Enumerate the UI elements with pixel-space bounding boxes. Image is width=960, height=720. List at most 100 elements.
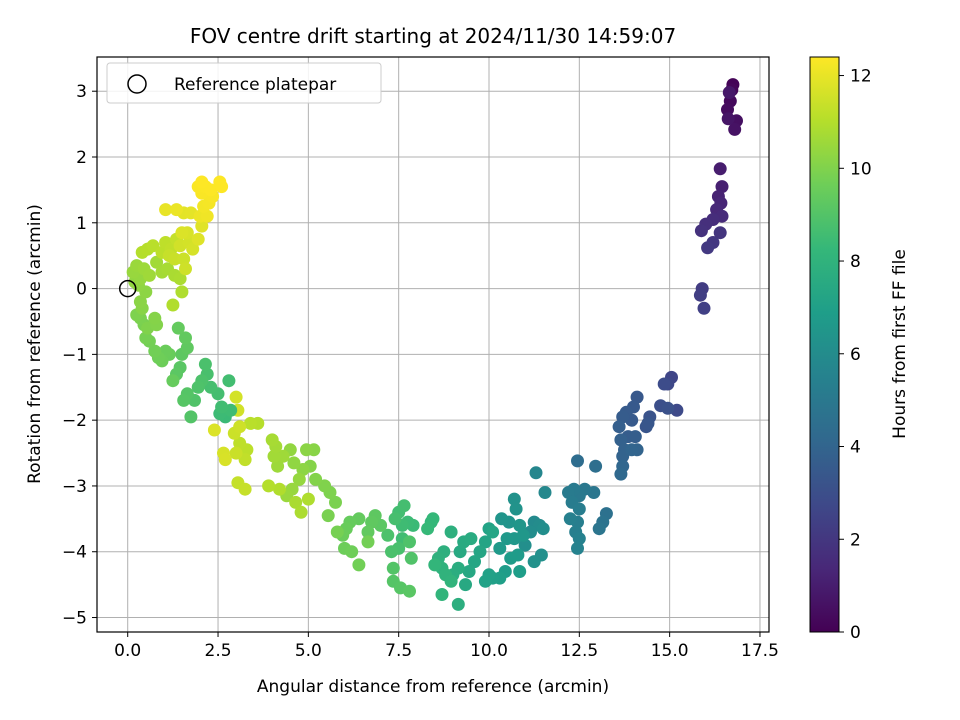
colorbar-tick-label: 8 bbox=[850, 252, 861, 272]
colorbar-tick-label: 0 bbox=[850, 623, 861, 643]
data-point bbox=[563, 512, 577, 526]
data-point bbox=[175, 226, 189, 240]
colorbar-tick-label: 6 bbox=[850, 345, 861, 365]
data-point bbox=[381, 528, 395, 542]
data-point bbox=[177, 393, 191, 407]
x-tick-label: 2.5 bbox=[205, 641, 232, 661]
colorbar-tick-label: 2 bbox=[850, 530, 861, 550]
data-point bbox=[166, 298, 180, 312]
data-point bbox=[697, 301, 711, 315]
data-point bbox=[468, 555, 481, 569]
data-point bbox=[191, 380, 205, 394]
data-point bbox=[215, 400, 229, 414]
data-point bbox=[444, 525, 458, 539]
data-point bbox=[170, 203, 183, 217]
data-point bbox=[186, 242, 200, 256]
data-point bbox=[318, 479, 332, 493]
data-point bbox=[451, 597, 465, 611]
data-point bbox=[171, 321, 185, 335]
y-tick-label: −2 bbox=[62, 411, 87, 431]
y-tick-label: −5 bbox=[62, 609, 87, 629]
data-point bbox=[148, 311, 162, 325]
data-point bbox=[713, 226, 727, 240]
plot-frame bbox=[96, 56, 770, 633]
data-point bbox=[403, 535, 416, 549]
data-point bbox=[493, 541, 507, 555]
data-point bbox=[509, 502, 523, 516]
y-tick-label: 1 bbox=[76, 214, 87, 234]
data-point bbox=[661, 401, 675, 415]
data-point bbox=[500, 532, 514, 546]
data-point bbox=[538, 486, 552, 499]
x-tick-label: 10.0 bbox=[470, 641, 508, 661]
data-point bbox=[453, 545, 467, 559]
data-point bbox=[715, 180, 729, 194]
data-point bbox=[238, 482, 252, 496]
data-point bbox=[204, 380, 218, 394]
colorbar-axis: 0 2 4 6 8 10 12 bbox=[839, 67, 872, 643]
colorbar-tick-label: 10 bbox=[850, 159, 872, 179]
x-tick-label: 5.0 bbox=[295, 641, 322, 661]
data-point bbox=[495, 512, 509, 526]
data-point bbox=[173, 272, 187, 286]
data-point bbox=[641, 416, 655, 430]
data-point bbox=[388, 512, 402, 526]
data-point bbox=[309, 472, 323, 486]
data-point bbox=[459, 578, 472, 592]
data-point bbox=[148, 344, 162, 358]
data-point bbox=[329, 495, 342, 509]
data-point bbox=[572, 532, 586, 546]
data-point bbox=[233, 420, 247, 434]
data-point bbox=[444, 574, 458, 588]
data-point bbox=[361, 525, 375, 539]
data-point bbox=[300, 443, 313, 457]
data-point bbox=[159, 203, 173, 217]
data-point bbox=[204, 183, 218, 197]
data-point bbox=[693, 288, 707, 302]
data-point bbox=[207, 423, 221, 437]
data-point bbox=[195, 175, 209, 189]
data-point bbox=[218, 453, 232, 467]
y-tick-label: −3 bbox=[62, 477, 87, 497]
legend: Reference platepar bbox=[106, 62, 382, 104]
y-axis: 3 2 1 0 −1 −2 −3 −4 −5 bbox=[62, 82, 97, 629]
data-point bbox=[244, 416, 257, 430]
data-point bbox=[397, 499, 411, 513]
data-point bbox=[504, 551, 518, 565]
data-point bbox=[330, 525, 344, 539]
data-point bbox=[630, 390, 644, 404]
data-point bbox=[435, 588, 449, 601]
data-point bbox=[518, 538, 532, 552]
data-point bbox=[625, 443, 639, 457]
data-point bbox=[592, 522, 606, 536]
data-point bbox=[222, 374, 236, 388]
data-point bbox=[238, 453, 252, 467]
data-point bbox=[612, 420, 626, 434]
data-point bbox=[265, 433, 279, 447]
data-point bbox=[616, 410, 630, 424]
data-point bbox=[403, 584, 416, 598]
x-tick-label: 7.5 bbox=[385, 641, 412, 661]
data-point bbox=[464, 532, 478, 546]
data-point bbox=[276, 449, 290, 463]
data-point bbox=[478, 574, 492, 588]
data-point bbox=[462, 565, 476, 578]
data-point bbox=[179, 262, 192, 276]
data-point bbox=[657, 377, 671, 391]
data-point bbox=[694, 224, 708, 238]
data-point bbox=[616, 449, 630, 463]
data-point bbox=[513, 565, 527, 578]
data-point bbox=[294, 505, 308, 519]
data-point bbox=[198, 357, 212, 371]
legend-label: Reference platepar bbox=[174, 75, 336, 95]
data-point bbox=[289, 495, 303, 509]
colorbar-tick-label: 4 bbox=[850, 438, 861, 458]
points bbox=[126, 78, 743, 611]
colorbar bbox=[809, 56, 840, 633]
data-point bbox=[562, 486, 575, 499]
data-point bbox=[428, 558, 442, 572]
data-point bbox=[233, 436, 247, 450]
x-tick-label: 12.5 bbox=[560, 641, 598, 661]
y-tick-label: 2 bbox=[76, 148, 87, 168]
x-tick-label: 17.5 bbox=[741, 641, 779, 661]
